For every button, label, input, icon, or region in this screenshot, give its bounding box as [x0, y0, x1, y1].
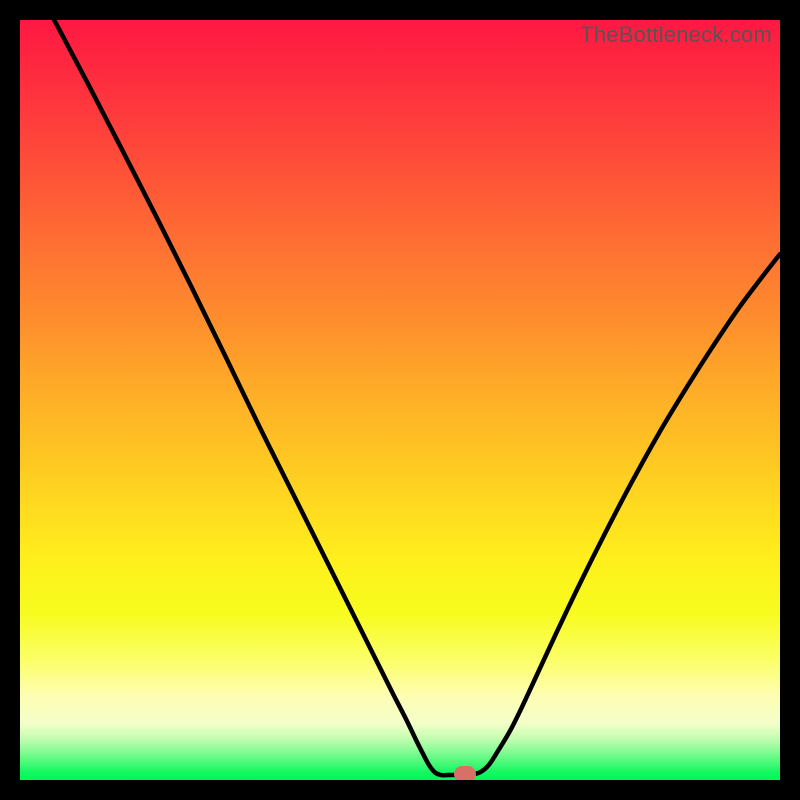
plot-area: TheBottleneck.com — [20, 20, 780, 780]
chart-frame: TheBottleneck.com — [0, 0, 800, 800]
optimum-marker — [454, 766, 476, 780]
bottleneck-curve — [20, 20, 780, 780]
watermark-text: TheBottleneck.com — [580, 22, 772, 48]
